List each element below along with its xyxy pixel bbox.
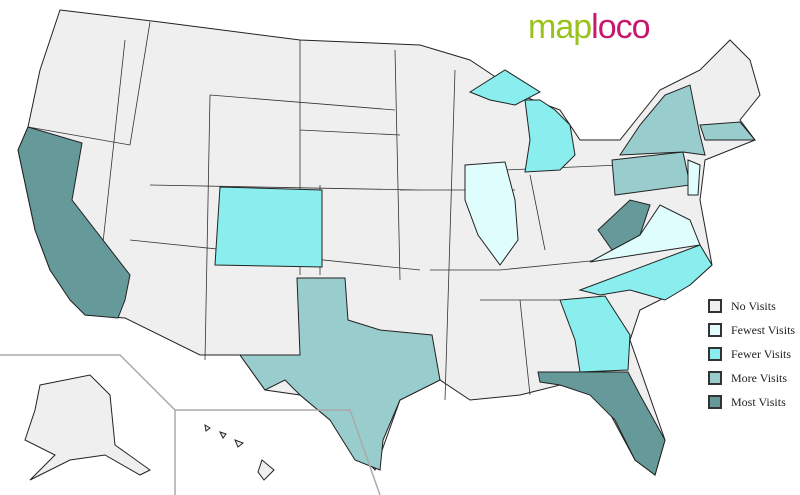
legend-item-more-visits: More Visits bbox=[708, 366, 795, 390]
legend-swatch bbox=[708, 347, 722, 361]
state-alaska[interactable] bbox=[24, 374, 151, 481]
state-massachusetts[interactable] bbox=[699, 121, 757, 141]
legend-swatch bbox=[708, 395, 722, 409]
state-michigan[interactable] bbox=[468, 69, 576, 173]
maploco-logo: maploco bbox=[528, 8, 651, 46]
state-new-york[interactable] bbox=[619, 84, 706, 156]
legend-swatch bbox=[708, 371, 722, 385]
legend: No Visits Fewest Visits Fewer Visits Mor… bbox=[708, 294, 795, 414]
state-hawaii[interactable] bbox=[204, 424, 275, 481]
state-georgia[interactable] bbox=[559, 295, 631, 373]
state-illinois[interactable] bbox=[464, 161, 519, 266]
state-california[interactable] bbox=[17, 126, 131, 319]
legend-item-fewer-visits: Fewer Visits bbox=[708, 342, 795, 366]
legend-item-fewest-visits: Fewest Visits bbox=[708, 318, 795, 342]
state-florida[interactable] bbox=[537, 371, 666, 476]
legend-swatch bbox=[708, 299, 722, 313]
state-north-carolina[interactable] bbox=[578, 244, 713, 301]
state-west-virginia[interactable] bbox=[597, 199, 651, 251]
state-texas[interactable] bbox=[239, 277, 441, 471]
legend-item-no-visits: No Visits bbox=[708, 294, 795, 318]
state-colorado[interactable] bbox=[214, 186, 323, 268]
inset-border bbox=[0, 354, 381, 495]
legend-item-most-visits: Most Visits bbox=[708, 390, 795, 414]
legend-swatch bbox=[708, 323, 722, 337]
state-new-jersey[interactable] bbox=[687, 159, 701, 196]
